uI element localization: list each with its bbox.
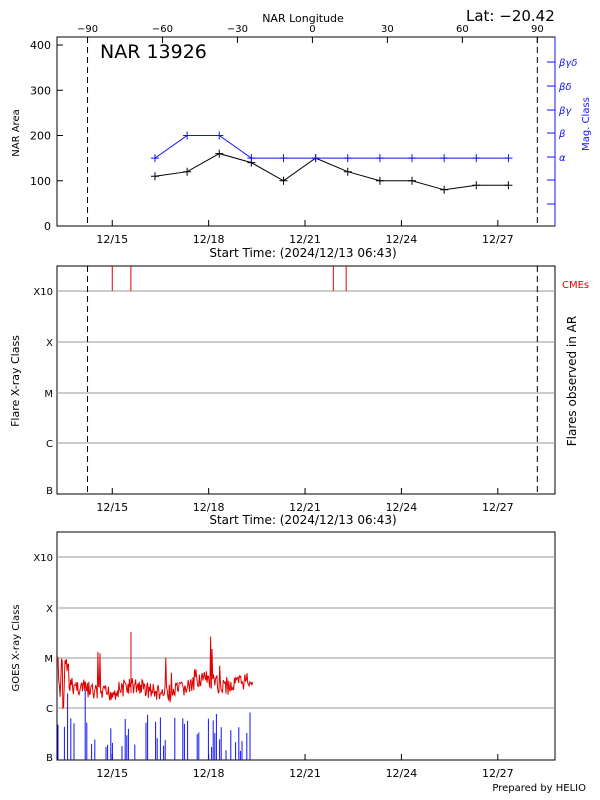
data-point: [375, 176, 384, 185]
longitude-tick-label: −60: [152, 24, 173, 35]
goes-frame: [56, 531, 556, 761]
ar-area-ytick-label: 200: [30, 130, 51, 143]
data-point: [183, 167, 192, 176]
ar-title: NAR 13926: [100, 41, 207, 63]
goes-xtick-label: 12/15: [96, 767, 128, 780]
ar-area-xtick-label: 12/24: [386, 233, 418, 246]
longitude-tick-label: 0: [309, 24, 315, 35]
mag-class-tick-label: βγδ: [558, 58, 577, 69]
mag-class-tick-label: α: [559, 153, 566, 164]
longitude-tick-label: −30: [227, 24, 248, 35]
goes-xtick-label: 12/24: [386, 767, 418, 780]
mag-class-ylabel: Mag. Class: [581, 97, 592, 151]
mag-class-tick-label: β: [558, 129, 566, 140]
flare-ylabel: Flare X-ray Class: [9, 335, 22, 427]
top-axis-label: NAR Longitude: [262, 12, 344, 25]
flare-y2label: Flares observed in AR: [565, 316, 579, 446]
ar-area-ylabel: NAR Area: [11, 109, 22, 156]
data-point: [408, 176, 417, 185]
longitude-tick-label: 90: [531, 24, 544, 35]
data-point: [311, 154, 320, 163]
data-point: [375, 154, 384, 163]
mag-class-tick-label: βγ: [558, 106, 572, 117]
data-point: [343, 154, 352, 163]
series-line: [154, 153, 509, 191]
longitude-tick-label: 30: [381, 24, 394, 35]
goes-ylabel: GOES X-ray Class: [11, 604, 22, 691]
goes-ytick-label: M: [44, 654, 53, 665]
ar-area-frame: [56, 36, 556, 227]
data-point: [215, 131, 224, 140]
data-point: [150, 172, 159, 181]
ar-area-ytick-label: 300: [30, 84, 51, 97]
ar-area-ytick-label: 0: [44, 220, 51, 233]
flare-ytick-label: B: [46, 486, 53, 497]
goes-xtick-label: 12/18: [193, 767, 225, 780]
ar-area-xlabel: Start Time: (2024/12/13 06:43): [209, 246, 396, 260]
goes-xtick-label: 12/21: [289, 767, 321, 780]
goes-ytick-label: B: [46, 753, 53, 764]
mag-class-tick-label: βδ: [558, 82, 572, 93]
flare-ytick-label: X10: [33, 287, 53, 298]
flare-xtick-label: 12/18: [193, 501, 225, 514]
data-point: [472, 154, 481, 163]
goes-ytick-label: X10: [33, 553, 53, 564]
data-point: [150, 154, 159, 163]
data-point: [504, 181, 513, 190]
goes-ytick-label: C: [46, 704, 53, 715]
ar-area-ytick-label: 100: [30, 175, 51, 188]
flare-frame: [56, 265, 556, 495]
flare-xtick-label: 12/15: [96, 501, 128, 514]
flare-xlabel: Start Time: (2024/12/13 06:43): [209, 513, 396, 527]
data-point: [279, 154, 288, 163]
flare-xtick-label: 12/21: [289, 501, 321, 514]
data-point: [440, 154, 449, 163]
data-point: [183, 131, 192, 140]
ar-area-ytick-label: 400: [30, 39, 51, 52]
flare-xtick-label: 12/24: [386, 501, 418, 514]
flare-ytick-label: M: [44, 389, 53, 400]
cme-label: CMEs: [562, 280, 589, 291]
ar-area-xtick-label: 12/15: [96, 233, 128, 246]
data-point: [472, 181, 481, 190]
goes-long-channel-line: [57, 636, 254, 710]
data-point: [247, 154, 256, 163]
longitude-tick-label: −90: [77, 24, 98, 35]
flare-ytick-label: X: [46, 338, 53, 349]
footer-credit: Prepared by HELIO: [492, 783, 586, 794]
data-point: [215, 149, 224, 158]
ar-area-xtick-label: 12/18: [193, 233, 225, 246]
flare-ytick-label: C: [46, 439, 53, 450]
data-point: [504, 154, 513, 163]
goes-xtick-label: 12/27: [482, 767, 514, 780]
data-point: [408, 154, 417, 163]
latitude-readout: Lat: −20.42: [466, 7, 555, 25]
data-point: [279, 176, 288, 185]
longitude-tick-label: 60: [456, 24, 469, 35]
ar-area-xtick-label: 12/21: [289, 233, 321, 246]
data-point: [440, 185, 449, 194]
flare-xtick-label: 12/27: [482, 501, 514, 514]
series-line: [154, 135, 509, 159]
goes-ytick-label: X: [46, 604, 53, 615]
data-point: [343, 167, 352, 176]
ar-area-xtick-label: 12/27: [482, 233, 514, 246]
